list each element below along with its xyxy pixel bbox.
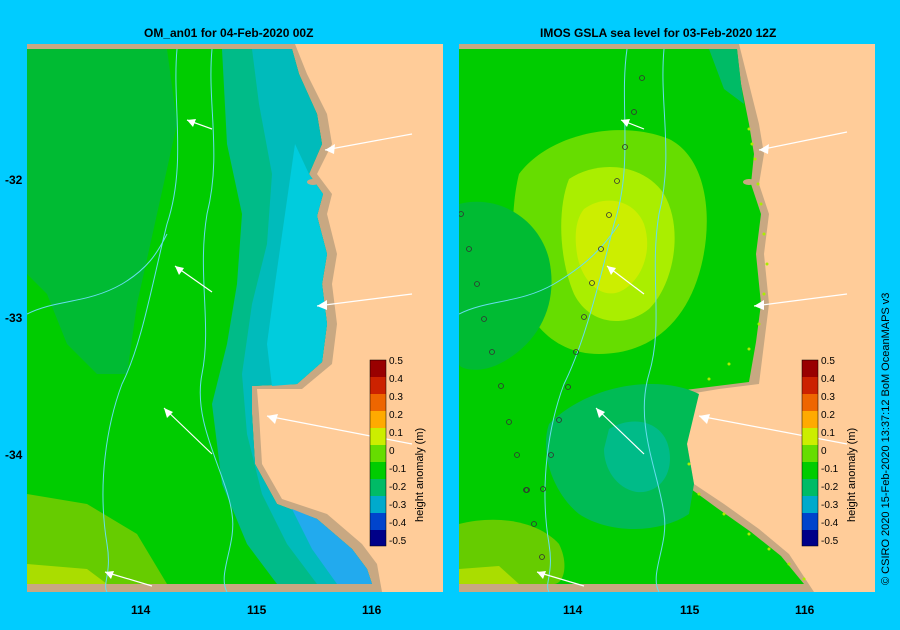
lon-tick-114-right: 114 <box>563 603 583 617</box>
cb-tick: 0.1 <box>389 428 403 439</box>
right-map-panel <box>459 44 875 592</box>
cb-swatch <box>802 445 818 462</box>
cb-tick: -0.2 <box>389 482 407 493</box>
lat-tick-34: -34 <box>5 448 23 462</box>
cb-tick: 0.2 <box>821 410 835 421</box>
cb-swatch <box>370 445 386 462</box>
lon-tick-115-left: 115 <box>247 603 267 617</box>
lat-tick-33: -33 <box>5 311 23 325</box>
lon-tick-116-right: 116 <box>795 603 815 617</box>
cb-swatch <box>802 479 818 496</box>
cb-swatch <box>802 360 818 377</box>
lon-tick-114-left: 114 <box>131 603 151 617</box>
cb-tick: -0.4 <box>389 518 407 529</box>
cb-tick: -0.2 <box>821 482 839 493</box>
cb-tick: -0.1 <box>821 464 839 475</box>
cb-swatch <box>802 496 818 513</box>
right-colorbar: 0.5 0.4 0.3 0.2 0.1 0 -0.1 -0.2 -0.3 -0.… <box>801 356 858 547</box>
cb-tick: 0.5 <box>389 356 403 367</box>
cb-tick: -0.1 <box>389 464 407 475</box>
cb-tick: -0.5 <box>821 536 839 547</box>
cb-swatch <box>370 411 386 428</box>
cb-swatch <box>370 513 386 530</box>
cb-swatch <box>370 360 386 377</box>
right-panel-title: IMOS GSLA sea level for 03-Feb-2020 12Z <box>540 26 777 40</box>
cb-swatch <box>370 462 386 479</box>
cb-swatch <box>370 479 386 496</box>
cb-swatch <box>802 513 818 530</box>
cb-tick: 0.4 <box>389 374 403 385</box>
cb-swatch <box>802 411 818 428</box>
cb-swatch <box>802 394 818 411</box>
lon-tick-115-right: 115 <box>680 603 700 617</box>
cb-tick: -0.3 <box>821 500 839 511</box>
cb-swatch <box>802 428 818 445</box>
cb-swatch <box>370 428 386 445</box>
cb-swatch <box>370 530 386 546</box>
cb-swatch <box>370 496 386 513</box>
credit-text: © CSIRO 2020 15-Feb-2020 13:37:12 BoM Oc… <box>880 292 892 585</box>
left-colorbar: 0.5 0.4 0.3 0.2 0.1 0 -0.1 -0.2 -0.3 -0.… <box>369 356 426 547</box>
cb-tick: 0.3 <box>821 392 835 403</box>
lat-tick-32: -32 <box>5 173 23 187</box>
left-panel-title: OM_an01 for 04-Feb-2020 00Z <box>144 26 314 40</box>
cb-tick: 0 <box>389 446 395 457</box>
cb-tick: 0.2 <box>389 410 403 421</box>
colorbar-title: height anomaly (m) <box>846 428 858 522</box>
cb-swatch <box>370 394 386 411</box>
left-map-panel <box>27 44 443 592</box>
cb-tick: -0.4 <box>821 518 839 529</box>
cb-tick: 0.3 <box>389 392 403 403</box>
cb-tick: 0.4 <box>821 374 835 385</box>
cb-swatch <box>370 377 386 394</box>
cb-tick: -0.3 <box>389 500 407 511</box>
cb-tick: 0.5 <box>821 356 835 367</box>
cb-tick: 0.1 <box>821 428 835 439</box>
lon-tick-116-left: 116 <box>362 603 382 617</box>
cb-swatch <box>802 462 818 479</box>
cb-tick: 0 <box>821 446 827 457</box>
cb-swatch <box>802 530 818 546</box>
cb-swatch <box>802 377 818 394</box>
colorbar-title: height anomaly (m) <box>414 428 426 522</box>
cb-tick: -0.5 <box>389 536 407 547</box>
